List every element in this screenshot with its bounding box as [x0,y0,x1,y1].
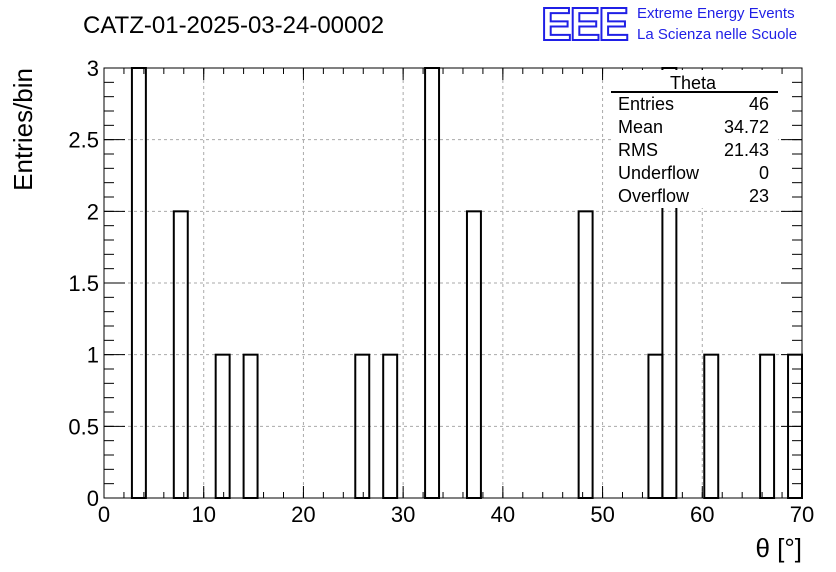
stats-row-label: Overflow [618,186,690,206]
stats-row-value: 21.43 [724,140,769,160]
stats-row-value: 0 [759,163,769,183]
y-tick-label: 1.5 [68,271,99,296]
y-tick-label: 2 [87,199,99,224]
x-tick-label: 10 [191,502,215,527]
y-tick-label: 3 [87,56,99,81]
histogram-bin [172,210,189,499]
eee-logo-line2: La Scienza nelle Scuole [637,26,797,43]
histogram-bin [214,353,231,499]
eee-logo-mark: EEE [541,0,627,50]
x-axis-title: θ [°] [755,533,802,563]
eee-logo: EEE Extreme Energy Events La Scienza nel… [540,0,797,51]
x-tick-label: 40 [491,502,515,527]
stats-row-value: 23 [749,186,769,206]
x-tick-labels: 0 10 20 30 40 50 60 70 [98,502,814,527]
eee-logo-line1: Extreme Energy Events [637,5,795,22]
x-tick-label: 50 [590,502,614,527]
x-tick-label: 30 [391,502,415,527]
stats-row-label: Underflow [618,163,700,183]
stats-row-label: Entries [618,94,674,114]
x-tick-label: 0 [98,502,110,527]
x-tick-label: 20 [291,502,315,527]
y-tick-labels: 0 0.5 1 1.5 2 2.5 3 [68,56,99,511]
y-tick-label: 2.5 [68,128,99,153]
y-tick-label: 1 [87,343,99,368]
y-tick-label: 0.5 [68,414,99,439]
stats-title: Theta [670,73,717,93]
y-axis-title: Entries/bin [8,68,38,191]
axis-ticks [103,67,803,499]
stats-box: Theta Entries 46 Mean 34.72 RMS 21.43 Underflo… [611,70,778,208]
histogram-bin [382,353,399,499]
chart-title: CATZ-01-2025-03-24-00002 [83,12,384,39]
stats-row-label: RMS [618,140,658,160]
stats-row-label: Mean [618,117,663,137]
stats-rows: Entries 46 Mean 34.72 RMS 21.43 Underflow 0 Over… [618,94,769,206]
stats-row-value: 34.72 [724,117,769,137]
x-tick-label: 60 [690,502,714,527]
x-tick-label: 70 [790,502,814,527]
stats-row-value: 46 [749,94,769,114]
y-tick-label: 0 [87,486,99,511]
